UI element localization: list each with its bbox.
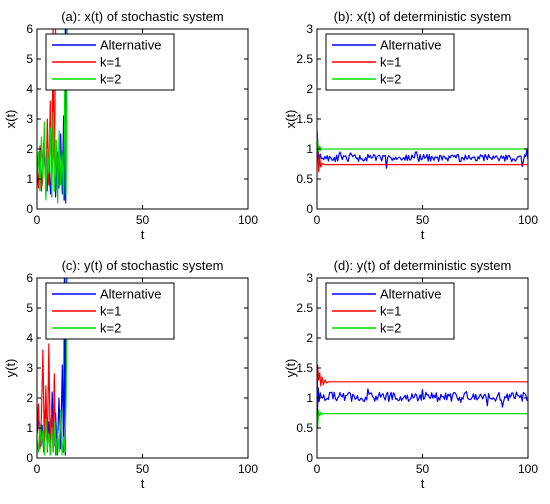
y-tick-label: 5 xyxy=(26,301,33,315)
y-tick-label: 3 xyxy=(26,112,33,126)
series-group xyxy=(37,29,68,204)
series-line-alternative xyxy=(317,387,528,426)
series-line-k2 xyxy=(317,409,528,429)
y-tick-label: 3 xyxy=(26,361,33,375)
y-axis-label: y(t) xyxy=(283,359,298,378)
x-tick-label: 100 xyxy=(518,462,538,476)
y-tick-label: 2 xyxy=(306,331,313,345)
y-tick-label: 0.5 xyxy=(296,421,313,435)
y-tick-label: 4 xyxy=(26,82,33,96)
chart-title: (a): x(t) of stochastic system xyxy=(61,9,224,24)
x-axis-label: t xyxy=(421,227,425,242)
legend-label: k=1 xyxy=(380,304,401,319)
series-line-k1 xyxy=(317,130,528,173)
legend-label: k=2 xyxy=(100,321,121,336)
legend: Alternative k=1 k=2 xyxy=(325,33,455,91)
series-group xyxy=(37,278,68,456)
legend-label: Alternative xyxy=(380,287,441,302)
y-tick-label: 1.5 xyxy=(296,112,313,126)
y-tick-label: 2 xyxy=(306,82,313,96)
legend: Alternative k=1 k=2 xyxy=(45,282,175,340)
y-tick-label: 3 xyxy=(306,22,313,36)
y-tick-label: 1 xyxy=(306,142,313,156)
legend-label: k=1 xyxy=(380,55,401,70)
x-tick-label: 50 xyxy=(136,213,150,227)
y-tick-label: 4 xyxy=(26,331,33,345)
y-tick-label: 0 xyxy=(26,202,33,216)
x-tick-label: 50 xyxy=(416,462,430,476)
y-tick-label: 6 xyxy=(26,271,33,285)
x-tick-label: 100 xyxy=(518,213,538,227)
chart-title: (b): x(t) of deterministic system xyxy=(334,9,512,24)
legend-label: Alternative xyxy=(380,38,441,53)
x-axis-label: t xyxy=(141,227,145,242)
legend-label: Alternative xyxy=(100,287,161,302)
x-tick-label: 0 xyxy=(314,213,321,227)
x-tick-label: 100 xyxy=(238,213,258,227)
y-tick-label: 6 xyxy=(26,22,33,36)
y-tick-label: 3 xyxy=(306,271,313,285)
x-tick-label: 50 xyxy=(416,213,430,227)
y-axis-label: x(t) xyxy=(3,110,18,129)
legend-label: k=2 xyxy=(380,72,401,87)
legend-label: k=1 xyxy=(100,55,121,70)
y-tick-label: 2.5 xyxy=(296,52,313,66)
y-tick-label: 2.5 xyxy=(296,301,313,315)
chart-title: (d): y(t) of deterministic system xyxy=(334,258,512,273)
y-tick-label: 0 xyxy=(306,451,313,465)
panel-c: (c): y(t) of stochastic system 0 50 100 0 1 2 3… xyxy=(3,258,258,491)
legend-label: Alternative xyxy=(100,38,161,53)
series-group xyxy=(317,364,528,429)
x-tick-label: 50 xyxy=(136,462,150,476)
y-tick-label: 1 xyxy=(26,421,33,435)
series-line-k2 xyxy=(37,29,68,204)
y-axis-label: x(t) xyxy=(283,110,298,129)
y-tick-label: 0 xyxy=(306,202,313,216)
y-tick-label: 2 xyxy=(26,391,33,405)
panel-b: (b): x(t) of deterministic system 0 50 100 0… xyxy=(283,9,538,242)
series-line-alternative xyxy=(317,130,528,169)
y-tick-label: 1.5 xyxy=(296,361,313,375)
series-line-k2 xyxy=(317,130,528,153)
legend: Alternative k=1 k=2 xyxy=(325,282,455,340)
legend-label: k=1 xyxy=(100,304,121,319)
y-tick-label: 1 xyxy=(306,391,313,405)
panel-a: (a): x(t) of stochastic system 0 50 100 0 1 2 3… xyxy=(3,9,258,242)
x-tick-label: 0 xyxy=(34,462,41,476)
chart-title: (c): y(t) of stochastic system xyxy=(62,258,224,273)
x-axis-label: t xyxy=(141,476,145,491)
y-tick-label: 1 xyxy=(26,172,33,186)
legend: Alternative k=1 k=2 xyxy=(45,33,175,91)
y-tick-label: 0 xyxy=(26,451,33,465)
x-tick-label: 100 xyxy=(238,462,258,476)
y-tick-label: 0.5 xyxy=(296,172,313,186)
y-axis-label: y(t) xyxy=(3,359,18,378)
series-line-k1 xyxy=(317,364,528,423)
panel-d: (d): y(t) of deterministic system 0 50 100 0… xyxy=(283,258,538,491)
x-axis-label: t xyxy=(421,476,425,491)
y-tick-label: 5 xyxy=(26,52,33,66)
x-tick-label: 0 xyxy=(314,462,321,476)
series-line-k2 xyxy=(37,278,68,456)
legend-label: k=2 xyxy=(380,321,401,336)
y-tick-label: 2 xyxy=(26,142,33,156)
legend-label: k=2 xyxy=(100,72,121,87)
series-group xyxy=(317,130,528,173)
x-tick-label: 0 xyxy=(34,213,41,227)
